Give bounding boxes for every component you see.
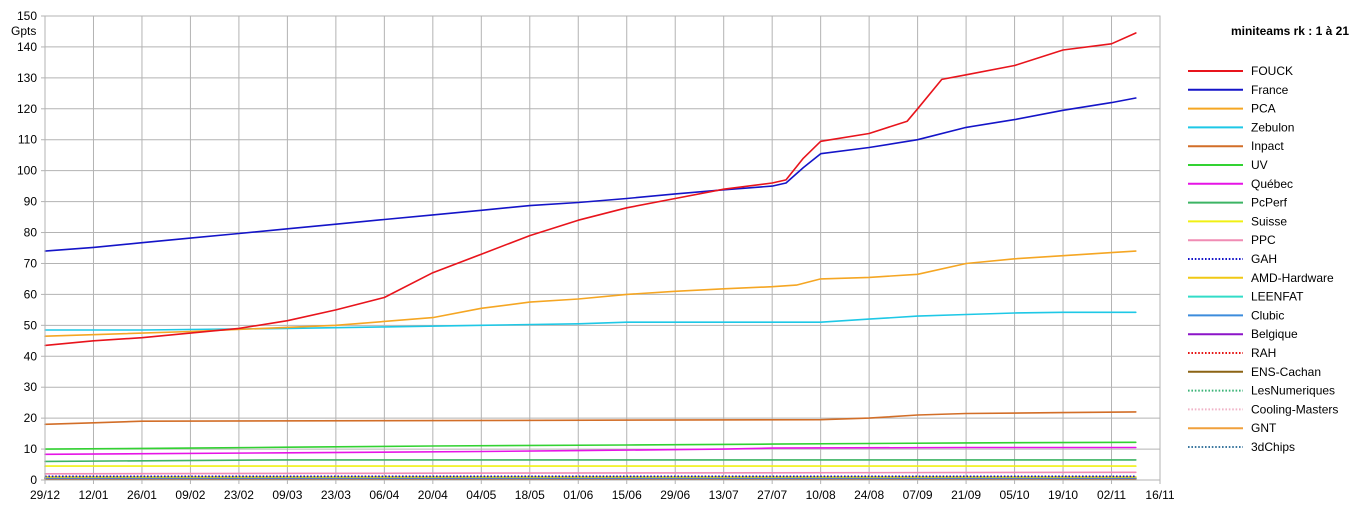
x-tick-label: 10/08 — [806, 488, 836, 502]
legend-label-lesnumeriques: LesNumeriques — [1251, 384, 1335, 398]
legend-label-france: France — [1251, 83, 1289, 97]
y-tick-label: 150 — [17, 9, 37, 23]
legend: miniteams rk : 1 à 21 FOUCK France PCA Zebu… — [1188, 24, 1349, 454]
y-axis-title: Gpts — [11, 24, 36, 38]
x-tick-label: 04/05 — [466, 488, 496, 502]
x-tick-label: 19/10 — [1048, 488, 1078, 502]
x-tick-label: 01/06 — [563, 488, 593, 502]
x-tick-label: 07/09 — [903, 488, 933, 502]
x-tick-label: 05/10 — [1000, 488, 1030, 502]
y-tick-label: 60 — [24, 287, 38, 301]
x-tick-label: 21/09 — [951, 488, 981, 502]
series-line-fouck — [44, 32, 1137, 347]
y-tick-label: 70 — [24, 256, 38, 270]
y-tick-label: 10 — [24, 442, 38, 456]
y-tick-label: 120 — [17, 102, 37, 116]
legend-label-uv: UV — [1251, 158, 1268, 172]
x-tick-label: 13/07 — [709, 488, 739, 502]
legend-label-suisse: Suisse — [1251, 214, 1287, 228]
x-tick-label: 29/12 — [30, 488, 60, 502]
legend-label-leenfat: LEENFAT — [1251, 290, 1304, 304]
x-tick-label: 20/04 — [418, 488, 448, 502]
series-line-pcperf — [44, 459, 1137, 463]
y-tick-label: 80 — [24, 226, 38, 240]
legend-label-gah: GAH — [1251, 252, 1277, 266]
legend-label-fouck: FOUCK — [1251, 64, 1293, 78]
legend-label-ppc: PPC — [1251, 233, 1276, 247]
x-tick-label: 02/11 — [1097, 488, 1126, 502]
x-tick-label: 24/08 — [854, 488, 884, 502]
y-tick-label: 100 — [17, 164, 37, 178]
x-tick-label: 29/06 — [660, 488, 690, 502]
x-tick-label: 12/01 — [78, 488, 108, 502]
series-line-uv — [44, 441, 1137, 450]
y-tick-label: 130 — [17, 71, 37, 85]
x-tick-label: 06/04 — [369, 488, 399, 502]
legend-label-pca: PCA — [1251, 102, 1276, 116]
legend-label-inpact: Inpact — [1251, 139, 1284, 153]
y-tick-label: 50 — [24, 318, 38, 332]
legend-label-amd-hardware: AMD-Hardware — [1251, 271, 1334, 285]
y-tick-label: 40 — [24, 349, 38, 363]
grid — [44, 15, 1161, 481]
x-tick-label: 16/11 — [1145, 488, 1174, 502]
y-tick-label: 20 — [24, 411, 38, 425]
legend-label-belgique: Belgique — [1251, 327, 1298, 341]
series-line-inpact — [44, 411, 1137, 426]
series-line-france — [44, 97, 1137, 252]
legend-label-3dchips: 3dChips — [1251, 440, 1295, 454]
axes: 0 10 20 30 40 50 60 70 80 90 100 110 120 130 140 150 29/… — [17, 9, 1175, 502]
x-tick-label: 09/02 — [175, 488, 205, 502]
legend-title: miniteams rk : 1 à 21 — [1231, 24, 1349, 38]
legend-label-zebulon: Zebulon — [1251, 120, 1294, 134]
x-tick-label: 09/03 — [272, 488, 302, 502]
legend-label-ens-cachan: ENS-Cachan — [1251, 365, 1321, 379]
series-line-pca — [44, 250, 1137, 338]
x-tick-label: 15/06 — [612, 488, 642, 502]
x-tick-label: 23/02 — [224, 488, 254, 502]
y-tick-label: 30 — [24, 380, 38, 394]
legend-label-cooling-masters: Cooling-Masters — [1251, 402, 1338, 416]
series-lines — [44, 32, 1137, 481]
legend-label-clubic: Clubic — [1251, 308, 1284, 322]
y-tick-label: 140 — [17, 40, 37, 54]
x-tick-label: 23/03 — [321, 488, 351, 502]
series-line-ppc — [44, 471, 1137, 475]
plot-frame — [44, 15, 1161, 481]
y-tick-label: 90 — [24, 195, 38, 209]
series-line-zebulon — [44, 311, 1137, 331]
series-line-qu-bec — [44, 446, 1137, 456]
legend-label-gnt: GNT — [1251, 421, 1277, 435]
legend-label-pcperf: PcPerf — [1251, 196, 1288, 210]
x-tick-label: 18/05 — [515, 488, 545, 502]
x-tick-label: 27/07 — [757, 488, 787, 502]
legend-label-rah: RAH — [1251, 346, 1276, 360]
legend-label-qu-bec: Québec — [1251, 177, 1293, 191]
y-tick-label: 0 — [30, 473, 37, 487]
x-tick-label: 26/01 — [127, 488, 157, 502]
y-tick-label: 110 — [18, 133, 37, 147]
